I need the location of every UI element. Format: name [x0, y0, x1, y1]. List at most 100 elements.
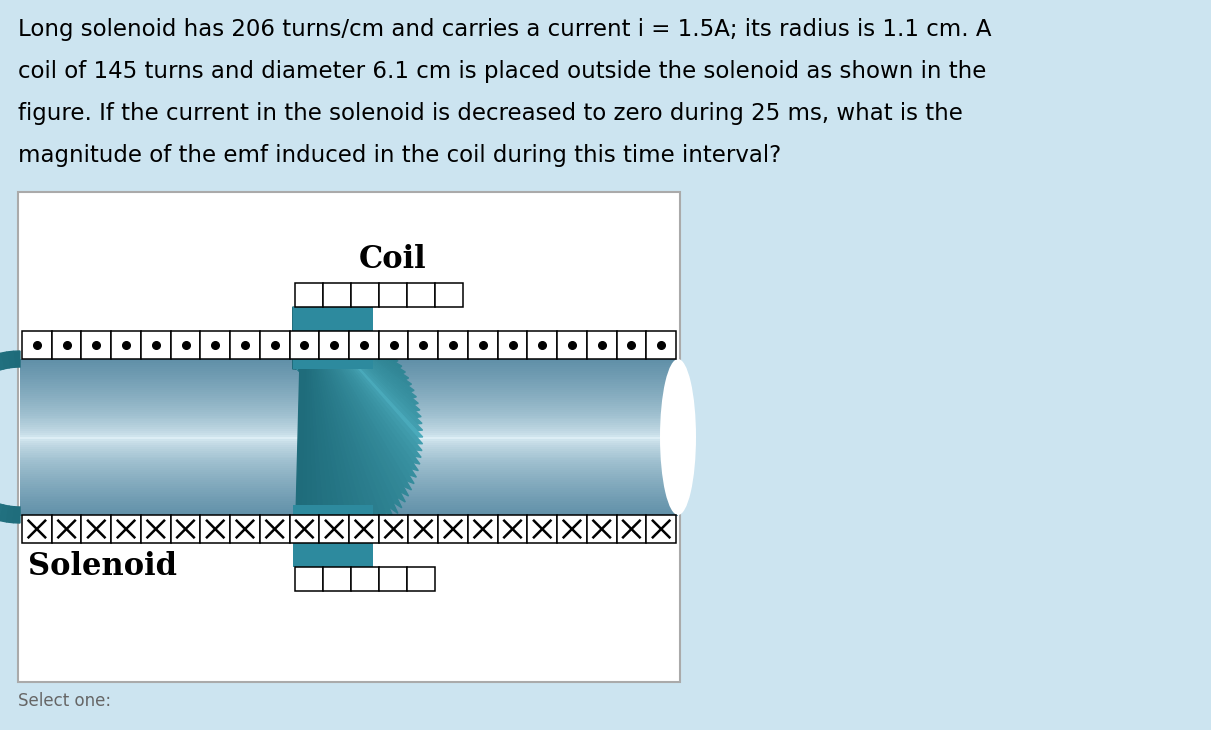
Polygon shape: [299, 307, 369, 542]
Bar: [21, 478, 678, 480]
Bar: [21, 450, 678, 453]
Bar: [322, 283, 351, 307]
Bar: [21, 474, 678, 477]
Bar: [320, 515, 349, 543]
Bar: [320, 331, 349, 359]
Polygon shape: [299, 307, 351, 553]
Bar: [171, 515, 200, 543]
Bar: [21, 363, 678, 365]
Polygon shape: [293, 307, 299, 369]
Bar: [200, 331, 230, 359]
Polygon shape: [298, 307, 417, 477]
Polygon shape: [6, 506, 15, 523]
Bar: [21, 429, 678, 431]
Bar: [21, 365, 678, 367]
Bar: [21, 468, 678, 471]
Bar: [349, 515, 379, 543]
Polygon shape: [297, 307, 320, 371]
Bar: [21, 466, 678, 469]
Bar: [21, 480, 678, 483]
Bar: [111, 331, 140, 359]
Polygon shape: [299, 307, 380, 534]
Bar: [587, 515, 616, 543]
Polygon shape: [297, 307, 385, 389]
Bar: [52, 515, 81, 543]
Bar: [21, 400, 678, 402]
Bar: [21, 383, 678, 385]
Bar: [294, 567, 322, 591]
Bar: [21, 402, 678, 404]
Polygon shape: [297, 307, 333, 372]
Bar: [293, 307, 373, 369]
Polygon shape: [298, 307, 414, 483]
Bar: [21, 386, 678, 389]
Bar: [21, 410, 678, 412]
Bar: [21, 493, 678, 496]
Bar: [21, 461, 678, 463]
Bar: [21, 443, 678, 445]
Polygon shape: [0, 505, 8, 522]
Polygon shape: [299, 307, 390, 524]
Polygon shape: [299, 307, 374, 538]
Bar: [21, 453, 678, 455]
Polygon shape: [299, 307, 385, 529]
Polygon shape: [299, 307, 412, 490]
Bar: [527, 331, 557, 359]
Bar: [408, 515, 438, 543]
Polygon shape: [297, 308, 306, 566]
Bar: [21, 449, 678, 451]
Bar: [21, 513, 678, 515]
Bar: [21, 398, 678, 401]
Polygon shape: [297, 307, 394, 394]
Polygon shape: [297, 307, 327, 372]
Bar: [21, 423, 678, 426]
Bar: [21, 505, 678, 507]
Polygon shape: [299, 307, 406, 502]
Bar: [171, 331, 200, 359]
Bar: [21, 418, 678, 420]
Text: Select one:: Select one:: [18, 692, 111, 710]
Bar: [21, 406, 678, 408]
Bar: [22, 515, 52, 543]
Polygon shape: [299, 307, 402, 508]
Bar: [21, 437, 678, 439]
Text: Long solenoid has 206 turns/cm and carries a current i = 1.5A; its radius is 1.1: Long solenoid has 206 turns/cm and carri…: [18, 18, 992, 41]
Bar: [21, 414, 678, 416]
Bar: [21, 366, 678, 369]
Bar: [21, 433, 678, 436]
Bar: [349, 331, 379, 359]
Polygon shape: [299, 307, 333, 561]
Polygon shape: [298, 307, 408, 406]
Bar: [21, 464, 678, 466]
Bar: [351, 283, 379, 307]
Bar: [21, 377, 678, 379]
Bar: [21, 439, 678, 442]
Bar: [21, 415, 678, 418]
Text: magnitude of the emf induced in the coil during this time interval?: magnitude of the emf induced in the coil…: [18, 144, 781, 167]
Bar: [616, 331, 647, 359]
Bar: [21, 371, 678, 373]
Polygon shape: [298, 307, 423, 437]
Bar: [140, 515, 171, 543]
Bar: [22, 331, 52, 359]
Bar: [467, 331, 498, 359]
Bar: [21, 476, 678, 478]
Polygon shape: [298, 307, 421, 457]
Bar: [351, 567, 379, 591]
Polygon shape: [0, 352, 8, 369]
Bar: [21, 445, 678, 447]
Bar: [21, 472, 678, 474]
Ellipse shape: [660, 359, 696, 515]
Polygon shape: [297, 307, 351, 377]
Bar: [527, 515, 557, 543]
Polygon shape: [297, 307, 299, 369]
Polygon shape: [297, 307, 339, 374]
Bar: [587, 331, 616, 359]
Bar: [616, 515, 647, 543]
Polygon shape: [297, 307, 314, 370]
Polygon shape: [298, 307, 421, 430]
Bar: [21, 511, 678, 513]
Polygon shape: [298, 307, 402, 400]
Bar: [21, 491, 678, 494]
Bar: [438, 515, 467, 543]
